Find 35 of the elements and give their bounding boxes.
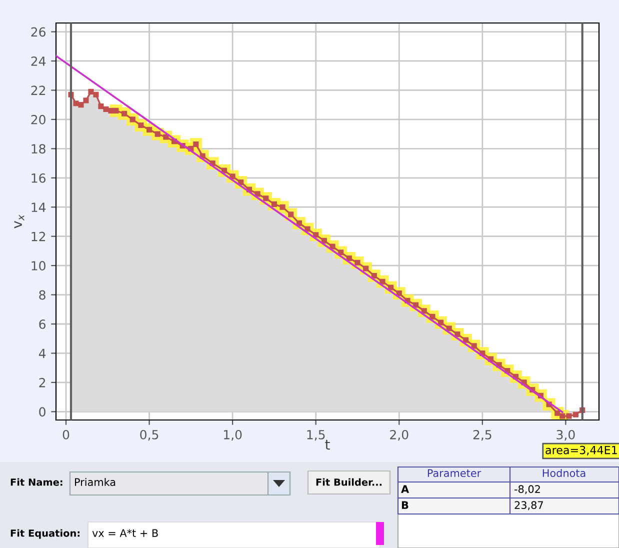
x-tick-label: 1,5: [307, 430, 325, 441]
text: Fit Equation:: [10, 529, 80, 539]
y-tick-label: 24: [31, 56, 46, 66]
y-tick-label: 26: [31, 27, 46, 37]
x-tick-label: 3,0: [556, 430, 575, 441]
y-tick-label: 20: [31, 114, 46, 124]
text: -8,02: [514, 485, 540, 494]
text: Fit Name:: [10, 478, 62, 486]
x-tick-label: 0: [62, 430, 70, 440]
y-axis-title: v$_{x}$: [14, 214, 24, 228]
text: vx = A*t + B: [92, 529, 158, 537]
text: A: [401, 485, 410, 493]
y-tick-label: 10: [32, 261, 46, 270]
x-axis-title: t: [325, 440, 330, 450]
text: Hodnota: [542, 468, 586, 478]
text: Priamka: [75, 478, 116, 486]
y-tick-label: 2: [39, 378, 46, 388]
text: Fit Builder...: [316, 478, 382, 486]
x-tick-label: 2,0: [390, 430, 408, 441]
y-tick-label: 14: [32, 202, 46, 212]
y-tick-label: 8: [39, 290, 46, 300]
x-tick-label: 2,5: [473, 430, 492, 441]
text: area=3,44E1: [546, 446, 617, 456]
text: 23,87: [514, 501, 543, 510]
y-tick-label: 6: [39, 319, 46, 329]
y-tick-label: 18: [32, 144, 46, 154]
x-tick-label: 0,5: [140, 430, 158, 441]
y-tick-label: 16: [32, 173, 46, 183]
text: Parameter: [428, 469, 482, 478]
y-tick-label: 4: [38, 348, 46, 358]
x-tick-label: 1,0: [224, 430, 242, 441]
y-tick-label: 12: [32, 232, 46, 242]
text: B: [402, 501, 408, 509]
y-tick-label: 22: [31, 86, 46, 95]
y-tick-label: 0: [39, 407, 46, 417]
